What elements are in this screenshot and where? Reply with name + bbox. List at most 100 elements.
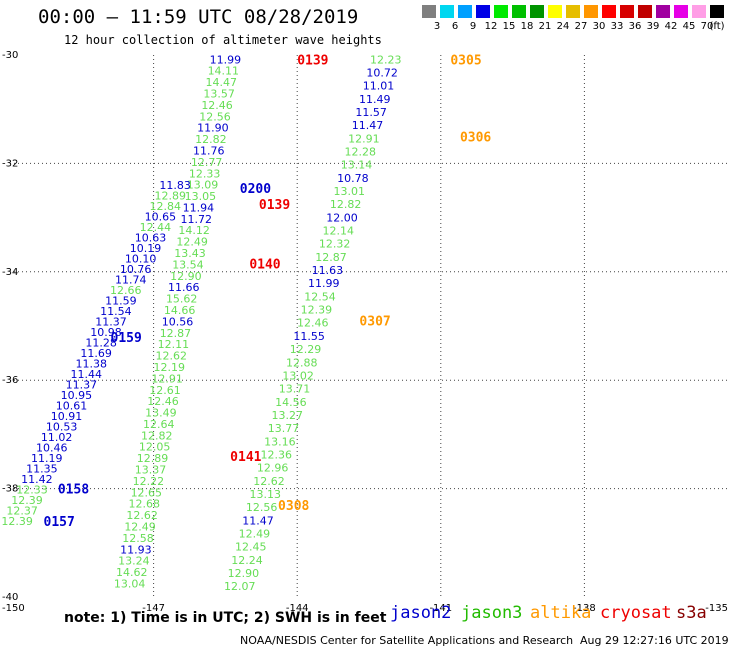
swh-value: 12.61 [149,384,181,397]
swh-value: 10.46 [36,442,68,455]
swh-value: 10.76 [120,263,152,276]
swh-value: 11.57 [355,106,387,119]
swh-value: 12.49 [239,527,271,540]
swh-value: 11.63 [312,264,344,277]
legend-swatch-label: 18 [520,21,534,32]
swh-value: 12.90 [170,270,202,283]
legend-swatch-label: 15 [502,21,516,32]
swh-value: 14.12 [178,224,210,237]
legend-swatch-label: 39 [646,21,660,32]
pass-time-label: 0157 [44,515,75,530]
legend-swatch-label: 36 [628,21,642,32]
swh-value: 13.14 [341,159,373,172]
legend-swatch-label: 3 [433,21,441,32]
swh-value: 11.42 [21,473,53,486]
swh-value: 13.24 [118,555,150,568]
swh-value: 12.29 [290,343,322,356]
legend-swatch-label: 42 [664,21,678,32]
swh-value: 11.66 [168,281,200,294]
swh-value: 12.19 [153,361,185,374]
legend-swatch-label: 24 [556,21,570,32]
swh-value: 13.13 [250,488,282,501]
swh-value: 10.61 [56,400,88,413]
swh-value: 13.37 [135,464,167,477]
swh-value: 11.01 [363,80,395,93]
swh-value: 12.46 [297,317,329,330]
legend-swatch-label: 33 [610,21,624,32]
swh-value: 14.66 [164,304,196,317]
pass-time-label: 0306 [460,130,491,145]
map-subtitle: 12 hour collection of altimeter wave hei… [64,33,382,47]
swh-value: 12.82 [330,198,362,211]
legend-swatch [673,4,689,19]
swh-value: 12.89 [154,190,186,203]
swh-value: 10.78 [337,172,369,185]
swh-value: 10.10 [125,253,157,266]
swh-value: 11.76 [193,144,225,157]
pass-time-label: 0158 [58,483,89,498]
swh-value: 12.66 [110,284,142,297]
legend-cryosat: cryosat [600,603,672,623]
swh-value: 11.99 [308,277,340,290]
swh-value: 11.35 [26,463,58,476]
swh-value: 13.09 [187,179,219,192]
swh-value: 11.37 [95,316,127,329]
swh-value: 12.62 [156,350,188,363]
swh-value: 12.46 [201,99,233,112]
swh-value: 11.47 [352,119,384,132]
swh-value: 12.32 [319,238,351,251]
swh-value: 12.37 [6,505,38,518]
swh-value: 11.02 [41,431,73,444]
swh-value: 12.49 [124,520,156,533]
swh-value: 12.58 [122,532,154,545]
swh-value: 12.90 [228,567,260,580]
swh-value: 12.07 [224,580,256,593]
swh-value: 12.24 [231,554,263,567]
pass-time-label: 0308 [278,499,309,514]
swh-value: 11.99 [210,53,242,66]
swh-value: 12.22 [133,475,165,488]
swh-value: 13.02 [282,369,314,382]
swh-value: 12.45 [235,541,267,554]
swh-value: 12.54 [304,290,336,303]
swh-value: 13.05 [185,190,217,203]
legend-swatch [421,4,437,19]
swh-value: 11.83 [159,179,191,192]
swh-value: 13.27 [271,409,303,422]
swh-value: 12.87 [160,327,192,340]
pass-time-label: 0139 [259,198,290,213]
swh-value: 12.89 [137,452,169,465]
swh-value: 11.54 [100,305,132,318]
legend-swatch [493,4,509,19]
swh-value: 12.65 [131,486,163,499]
swh-value: 12.00 [326,211,358,224]
lon-label: -144 [286,603,309,614]
swh-value: 10.91 [51,410,83,423]
swh-value: 12.23 [370,53,402,66]
swh-value: 12.33 [16,484,48,497]
swh-value: 14.62 [116,566,148,579]
swh-value: 12.33 [189,167,221,180]
lat-label: -36 [2,375,18,386]
swh-value: 12.49 [176,236,208,249]
legend-swatch [529,4,545,19]
swh-value: 12.88 [286,356,318,369]
swh-value: 12.46 [147,395,179,408]
legend-s3a: s3a [676,603,707,623]
legend-swatch [619,4,635,19]
swh-value: 11.69 [80,347,112,360]
swh-value: 11.47 [242,514,274,527]
swh-value: 13.16 [264,435,296,448]
swh-value: 11.19 [31,452,63,465]
legend-swatch-label: 45 [682,21,696,32]
swh-value: 12.62 [253,475,285,488]
pass-time-label: 0305 [450,53,481,68]
swh-value: 15.62 [166,293,198,306]
swh-value: 10.98 [90,326,122,339]
swh-value: 11.28 [85,337,117,350]
swh-value: 13.57 [203,88,235,101]
swh-value: 12.56 [199,110,231,123]
swh-value: 12.91 [151,372,183,385]
swh-value: 12.44 [140,221,172,234]
